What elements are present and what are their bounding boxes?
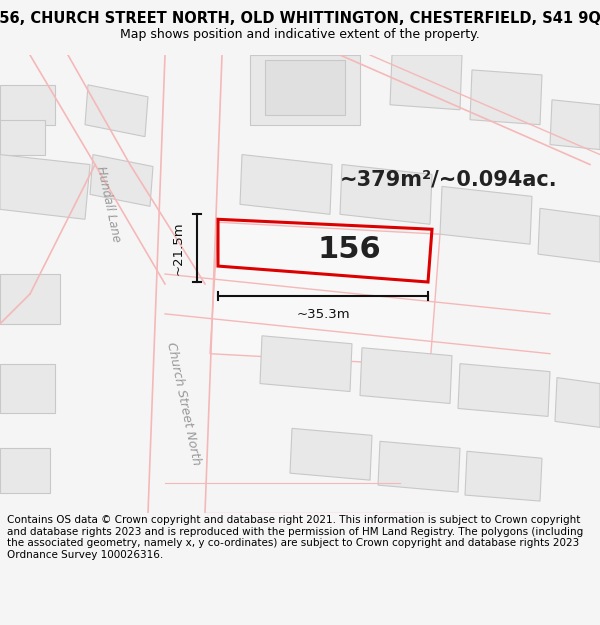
Polygon shape — [555, 378, 600, 428]
Polygon shape — [550, 100, 600, 149]
Polygon shape — [250, 55, 360, 125]
Text: Contains OS data © Crown copyright and database right 2021. This information is : Contains OS data © Crown copyright and d… — [7, 515, 583, 560]
Polygon shape — [30, 55, 205, 284]
Polygon shape — [470, 70, 542, 125]
Text: ~379m²/~0.094ac.: ~379m²/~0.094ac. — [340, 169, 557, 189]
Polygon shape — [240, 154, 332, 214]
Text: ~35.3m: ~35.3m — [296, 308, 350, 321]
Polygon shape — [538, 208, 600, 262]
Polygon shape — [390, 55, 462, 110]
Polygon shape — [210, 222, 440, 366]
Text: Map shows position and indicative extent of the property.: Map shows position and indicative extent… — [120, 28, 480, 41]
Text: Church Street North: Church Street North — [164, 341, 202, 466]
Text: Hundall Lane: Hundall Lane — [94, 165, 122, 244]
Polygon shape — [0, 120, 45, 154]
Polygon shape — [265, 60, 345, 115]
Polygon shape — [440, 186, 532, 244]
Text: ~21.5m: ~21.5m — [172, 221, 185, 275]
Polygon shape — [85, 85, 148, 137]
Polygon shape — [0, 85, 55, 125]
Polygon shape — [290, 428, 372, 480]
Polygon shape — [0, 274, 60, 324]
Text: 156: 156 — [317, 234, 381, 264]
Polygon shape — [360, 348, 452, 404]
Polygon shape — [260, 336, 352, 391]
Polygon shape — [340, 164, 432, 224]
Polygon shape — [0, 448, 50, 493]
Polygon shape — [90, 154, 153, 206]
Polygon shape — [465, 451, 542, 501]
Polygon shape — [0, 364, 55, 413]
Polygon shape — [148, 55, 222, 513]
Polygon shape — [458, 364, 550, 416]
Text: 156, CHURCH STREET NORTH, OLD WHITTINGTON, CHESTERFIELD, S41 9QP: 156, CHURCH STREET NORTH, OLD WHITTINGTO… — [0, 11, 600, 26]
Polygon shape — [378, 441, 460, 492]
Polygon shape — [0, 154, 90, 219]
